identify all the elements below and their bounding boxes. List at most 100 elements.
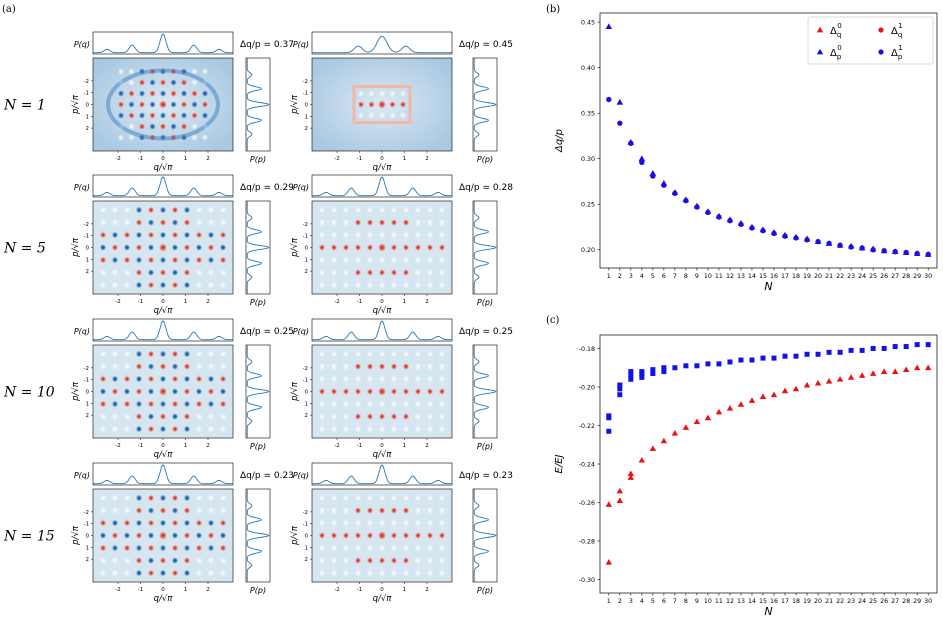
- wigner-blob: [366, 231, 374, 239]
- x-tick-label: 3: [629, 598, 633, 605]
- wigner-blob: [426, 388, 434, 395]
- x-tick-label: -1: [138, 299, 143, 305]
- point-Δp1: [859, 245, 865, 251]
- wigner-blob: [219, 494, 227, 502]
- wigner-blob: [426, 557, 434, 564]
- y-tick-label: 2: [86, 269, 90, 275]
- marginal-q-frame: [92, 174, 234, 198]
- x-tick-label: 9: [695, 598, 699, 605]
- point-red: [605, 558, 613, 565]
- point-blue: [925, 342, 931, 348]
- wigner-blob: [149, 123, 156, 130]
- wigner-blob: [390, 413, 398, 420]
- wigner-blob: [402, 256, 410, 264]
- wigner-blob: [123, 544, 131, 552]
- wigner-blob: [399, 90, 407, 97]
- wigner-blob: [183, 206, 191, 214]
- x-tick-label: 24: [858, 598, 866, 605]
- wigner-blob: [414, 519, 422, 527]
- wigner-ylabel: p/√π: [290, 94, 300, 115]
- wigner-blob: [183, 400, 191, 408]
- wigner-blob: [135, 507, 143, 514]
- wigner-blob: [219, 388, 227, 395]
- wigner-blob: [219, 569, 227, 577]
- marginal-q-label: P(q): [74, 327, 90, 336]
- marginal-q-curve: [312, 320, 452, 341]
- wigner-blob: [426, 256, 434, 264]
- y-tick-label: 1: [305, 114, 309, 120]
- legend-marker: [878, 27, 884, 33]
- delta-label: Δq/p = 0.29: [240, 183, 294, 193]
- wigner-blob: [438, 269, 446, 276]
- wigner-blob: [171, 532, 179, 539]
- wigner-blob: [219, 519, 227, 527]
- wigner-blob: [99, 231, 107, 239]
- wigner-blob: [342, 494, 350, 502]
- point-blue: [837, 349, 843, 355]
- wigner-blob: [330, 557, 338, 564]
- y-tick-label: -2: [303, 366, 308, 372]
- wigner-blob: [99, 425, 107, 433]
- chart-b: 1 2 3 4 5 6 7 8 9 10 11 12 13 14 15 16 17 18 19 20 21 22 23 24 2…: [554, 12, 938, 293]
- wigner-blob: [366, 375, 374, 383]
- point-Δp1: [628, 140, 634, 146]
- wigner-blob: [390, 425, 398, 433]
- wigner-blob: [99, 507, 107, 514]
- point-blue: [705, 361, 711, 367]
- wigner-blob: [123, 244, 131, 251]
- x-tick-label: 2: [206, 299, 210, 305]
- x-tick-label: 0: [161, 156, 165, 162]
- y-tick-label: -2: [303, 222, 308, 228]
- wigner-blob: [330, 388, 338, 395]
- wigner-blob: [111, 219, 119, 226]
- wigner-blob: [135, 569, 143, 577]
- wigner-blob: [378, 231, 386, 239]
- wigner-blob: [438, 206, 446, 214]
- wigner-blob: [390, 569, 398, 577]
- wigner-blob: [402, 507, 410, 514]
- wigner-blob: [128, 90, 135, 97]
- wigner-blob: [318, 219, 326, 226]
- wigner-blob: [111, 557, 119, 564]
- marginal-p-curve: [246, 489, 270, 582]
- wigner-blob: [135, 363, 143, 370]
- wigner-blob: [123, 425, 131, 433]
- wigner-blob: [183, 425, 191, 433]
- wigner-blob: [342, 507, 350, 514]
- wigner-blob: [99, 363, 107, 370]
- wigner-blob: [159, 363, 167, 370]
- wigner-blob: [123, 400, 131, 408]
- point-blue: [694, 363, 700, 369]
- wigner-blob: [330, 569, 338, 577]
- wigner-blob: [180, 112, 188, 119]
- wigner-blob: [201, 101, 209, 108]
- wigner-blob: [147, 350, 155, 358]
- wigner-blob: [111, 425, 119, 433]
- y-tick-label: -1: [303, 522, 308, 528]
- wigner-blob: [183, 413, 191, 420]
- wigner-blob: [378, 544, 386, 552]
- wigner-blob: [426, 219, 434, 226]
- wigner-blob: [99, 400, 107, 408]
- wigner-blob: [123, 363, 131, 370]
- wigner-blob: [111, 507, 119, 514]
- wigner-blob: [147, 557, 155, 564]
- y-tick-label: -1: [303, 378, 308, 384]
- wigner-blob: [390, 219, 398, 226]
- wigner-blob: [171, 231, 179, 239]
- y-tick-label: 0.20: [581, 247, 595, 254]
- wigner-blob: [368, 90, 375, 97]
- wigner-blob: [170, 123, 177, 130]
- wigner-blob: [171, 350, 179, 358]
- marginal-p-curve: [473, 58, 497, 151]
- wigner-blob: [135, 400, 143, 408]
- point-red: [770, 391, 778, 398]
- wigner-blob: [426, 231, 434, 239]
- wigner-ring: [106, 68, 220, 141]
- wigner-blob: [123, 413, 131, 420]
- wigner-blob: [158, 243, 168, 252]
- x-tick-label: 10: [704, 273, 712, 280]
- wigner-blob: [414, 363, 422, 370]
- point-blue: [650, 367, 656, 373]
- point-blue: [606, 413, 612, 419]
